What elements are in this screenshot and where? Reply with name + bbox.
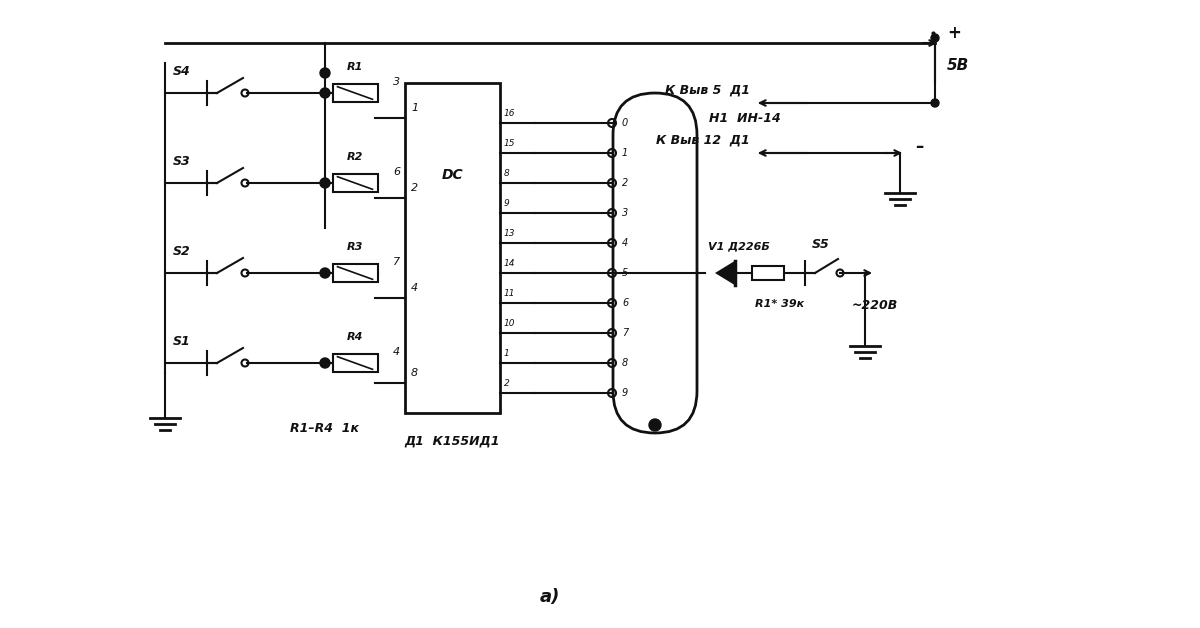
Text: 8: 8 (622, 358, 629, 368)
Text: R1: R1 (347, 62, 364, 72)
Text: К Выв 12  Д1: К Выв 12 Д1 (656, 134, 750, 147)
Text: R1–R4  1к: R1–R4 1к (290, 421, 359, 435)
Text: V1 Д226Б: V1 Д226Б (708, 241, 770, 251)
Text: 15: 15 (504, 139, 516, 148)
Circle shape (320, 68, 330, 78)
Text: К Выв 5  Д1: К Выв 5 Д1 (665, 84, 750, 97)
Bar (332, 84, 378, 102)
Text: 1: 1 (622, 148, 629, 158)
Circle shape (320, 358, 330, 368)
Text: 11: 11 (504, 289, 516, 298)
Polygon shape (718, 262, 734, 284)
Circle shape (320, 178, 330, 188)
Circle shape (931, 34, 940, 42)
Bar (752, 266, 784, 280)
Text: 2: 2 (504, 379, 510, 388)
Text: 13: 13 (504, 229, 516, 238)
Bar (406, 83, 500, 413)
Text: 9: 9 (504, 199, 510, 208)
Circle shape (931, 99, 940, 107)
Text: 6: 6 (392, 167, 400, 177)
Text: а): а) (540, 588, 560, 606)
Text: 7: 7 (622, 328, 629, 338)
Text: 2: 2 (622, 178, 629, 188)
Text: S3: S3 (173, 155, 191, 168)
Text: 4: 4 (622, 238, 629, 248)
Text: DC: DC (442, 168, 463, 182)
Text: +: + (947, 24, 961, 42)
Text: 6: 6 (622, 298, 629, 308)
Text: R2: R2 (347, 152, 364, 162)
Bar (332, 354, 378, 372)
Text: 3: 3 (392, 77, 400, 87)
Text: 2: 2 (410, 183, 418, 193)
Circle shape (320, 268, 330, 278)
Text: 9: 9 (622, 388, 629, 398)
Text: R1* 39к: R1* 39к (755, 299, 804, 309)
Text: S1: S1 (173, 335, 191, 348)
Text: 4: 4 (410, 283, 418, 293)
Text: 5: 5 (622, 268, 629, 278)
Text: Н1  ИН-14: Н1 ИН-14 (709, 112, 781, 124)
Text: 14: 14 (504, 259, 516, 268)
Text: S4: S4 (173, 65, 191, 78)
Text: 8: 8 (410, 368, 418, 378)
Text: 16: 16 (504, 109, 516, 118)
Text: S2: S2 (173, 245, 191, 258)
FancyBboxPatch shape (613, 93, 697, 433)
Text: –: – (916, 138, 923, 156)
Text: 10: 10 (504, 319, 516, 328)
Text: 7: 7 (392, 257, 400, 267)
Circle shape (649, 419, 661, 431)
Text: 8: 8 (504, 169, 510, 178)
Text: ~220В: ~220В (852, 299, 899, 312)
Text: S5: S5 (812, 238, 829, 251)
Text: 1: 1 (504, 349, 510, 358)
Text: R3: R3 (347, 242, 364, 252)
Text: 0: 0 (622, 118, 629, 128)
Text: 4: 4 (392, 347, 400, 357)
Bar (332, 174, 378, 192)
Bar (332, 264, 378, 282)
Text: 5В: 5В (947, 58, 970, 72)
Text: R4: R4 (347, 332, 364, 342)
Circle shape (320, 88, 330, 98)
Text: 1: 1 (410, 103, 418, 113)
Text: 3: 3 (622, 208, 629, 218)
Text: Д1  К155ИД1: Д1 К155ИД1 (404, 435, 500, 448)
